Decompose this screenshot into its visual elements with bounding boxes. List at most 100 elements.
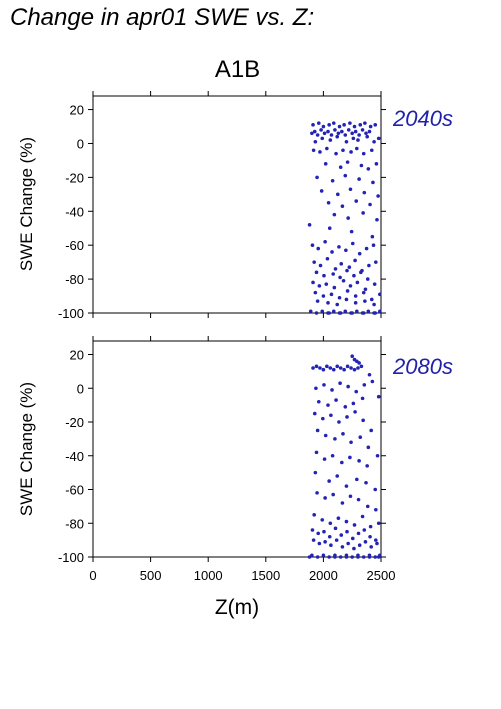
data-point xyxy=(314,364,319,369)
data-point xyxy=(374,538,378,542)
data-point xyxy=(330,250,334,254)
data-point xyxy=(345,289,350,293)
data-point xyxy=(345,268,349,273)
data-point xyxy=(323,496,327,500)
data-point xyxy=(313,470,318,475)
data-point xyxy=(374,260,378,264)
data-point xyxy=(308,309,313,314)
data-point xyxy=(352,546,356,551)
data-point xyxy=(346,384,350,389)
data-point xyxy=(334,538,339,542)
data-point xyxy=(359,364,364,369)
data-point xyxy=(369,545,374,549)
data-point xyxy=(345,160,350,164)
y-tick-label: -40 xyxy=(65,204,84,219)
data-point xyxy=(307,555,312,559)
data-point xyxy=(349,440,353,445)
data-point xyxy=(348,187,353,192)
data-point xyxy=(378,292,382,297)
data-point xyxy=(338,275,342,280)
data-point xyxy=(370,234,375,239)
x-tick-label: 1500 xyxy=(251,568,280,583)
data-point xyxy=(315,428,320,433)
data-point xyxy=(311,148,316,153)
data-point xyxy=(330,178,335,183)
data-point xyxy=(313,139,318,144)
data-point xyxy=(373,555,378,559)
data-point xyxy=(373,123,378,127)
y-tick-label: -60 xyxy=(65,238,84,253)
data-point xyxy=(333,267,338,271)
data-point xyxy=(352,124,357,129)
data-point xyxy=(372,282,377,286)
data-point xyxy=(312,411,317,416)
data-point xyxy=(311,123,315,127)
data-point xyxy=(364,131,368,136)
data-point xyxy=(361,211,365,215)
data-point xyxy=(361,418,365,423)
data-point xyxy=(340,460,344,465)
data-point xyxy=(314,311,319,315)
data-point xyxy=(337,420,341,424)
data-point xyxy=(344,519,349,524)
data-point xyxy=(365,277,370,281)
data-point xyxy=(316,246,321,251)
panel-label-2080s: 2080s xyxy=(393,354,453,379)
data-point xyxy=(311,280,315,285)
data-point xyxy=(339,533,344,537)
y-tick-label: -20 xyxy=(65,170,84,185)
panel-label-2040s: 2040s xyxy=(393,106,453,131)
data-point xyxy=(368,124,373,129)
data-point xyxy=(359,270,363,275)
data-point xyxy=(342,123,346,127)
data-point xyxy=(353,294,358,298)
data-point xyxy=(360,514,365,519)
data-point xyxy=(322,383,326,387)
data-point xyxy=(334,398,338,402)
data-point xyxy=(368,534,372,539)
data-point xyxy=(315,555,320,559)
data-point xyxy=(348,284,353,288)
data-point xyxy=(336,192,340,197)
data-point xyxy=(321,553,326,558)
data-point xyxy=(321,416,325,421)
data-point xyxy=(341,278,346,283)
y-tick-label: -20 xyxy=(65,415,84,430)
data-point xyxy=(367,129,372,134)
data-point xyxy=(352,523,357,527)
data-point xyxy=(357,177,361,181)
data-point xyxy=(363,287,368,292)
data-point xyxy=(338,311,343,315)
data-point xyxy=(355,477,359,482)
data-point xyxy=(344,297,349,302)
data-point xyxy=(356,366,360,370)
data-point xyxy=(353,410,357,414)
data-point xyxy=(350,555,355,559)
data-point xyxy=(330,453,335,458)
data-point xyxy=(374,162,379,166)
data-point xyxy=(320,309,325,314)
data-point xyxy=(376,136,381,141)
data-point xyxy=(362,190,367,195)
data-point xyxy=(364,480,368,485)
data-point xyxy=(348,455,352,460)
data-point xyxy=(323,540,327,544)
data-point xyxy=(310,243,315,247)
data-point xyxy=(317,541,322,546)
data-point xyxy=(344,484,349,488)
data-point xyxy=(318,366,322,370)
data-point xyxy=(340,501,345,505)
data-point xyxy=(372,139,376,144)
data-point xyxy=(332,212,337,217)
data-point xyxy=(329,133,334,137)
data-point xyxy=(353,258,357,263)
y-tick-label: 0 xyxy=(77,136,84,151)
data-point xyxy=(313,290,318,295)
data-point xyxy=(374,507,378,512)
data-point xyxy=(340,545,345,549)
data-point xyxy=(322,131,327,136)
x-tick-label: 2500 xyxy=(367,568,396,583)
data-point xyxy=(319,189,324,193)
data-point xyxy=(367,372,372,377)
data-point xyxy=(368,202,372,207)
